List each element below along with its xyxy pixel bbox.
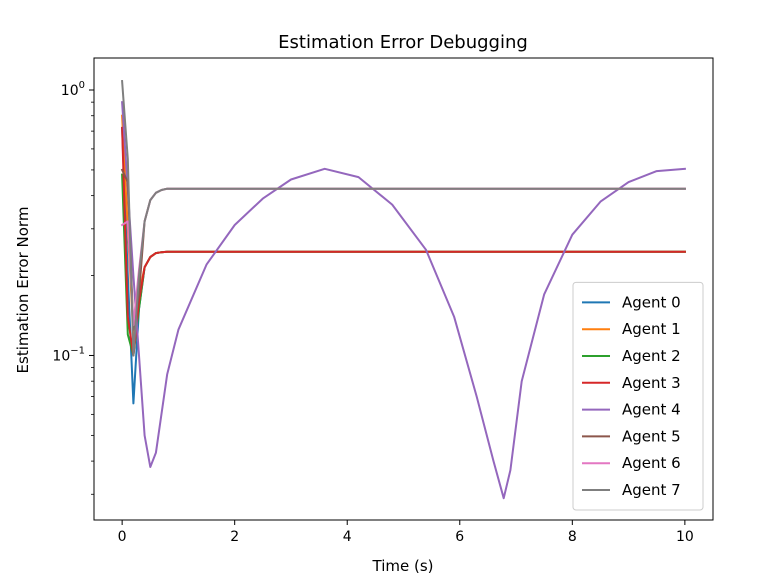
x-tick-label: 8: [568, 529, 577, 545]
legend-label-agent-2: Agent 2: [622, 347, 681, 365]
x-tick-label: 2: [230, 529, 239, 545]
x-tick-label: 4: [343, 529, 352, 545]
legend-label-agent-6: Agent 6: [622, 454, 681, 472]
x-axis-label: Time (s): [372, 557, 434, 575]
series-line-agent-7: [121, 80, 686, 357]
legend-label-agent-0: Agent 0: [622, 293, 681, 311]
series-line-agent-4: [121, 101, 686, 500]
y-axis-label: Estimation Error Norm: [14, 207, 32, 374]
legend-label-agent-1: Agent 1: [622, 320, 681, 338]
plot-area: [120, 80, 686, 500]
legend: Agent 0 Agent 1 Agent 2 Agent 3 Agent 4 Agent…: [572, 281, 704, 511]
legend-label-agent-4: Agent 4: [622, 401, 681, 419]
x-tick-label: 0: [118, 529, 127, 545]
legend-label-agent-7: Agent 7: [622, 481, 681, 499]
chart-title: Estimation Error Debugging: [278, 32, 528, 53]
legend-box: [572, 281, 704, 511]
x-tick-label: 10: [676, 529, 694, 545]
plot-frame: [93, 57, 714, 521]
legend-label-agent-5: Agent 5: [622, 427, 681, 445]
series-group: [120, 80, 686, 500]
x-tick-label: 6: [455, 529, 464, 545]
legend-label-agent-3: Agent 3: [622, 374, 681, 392]
